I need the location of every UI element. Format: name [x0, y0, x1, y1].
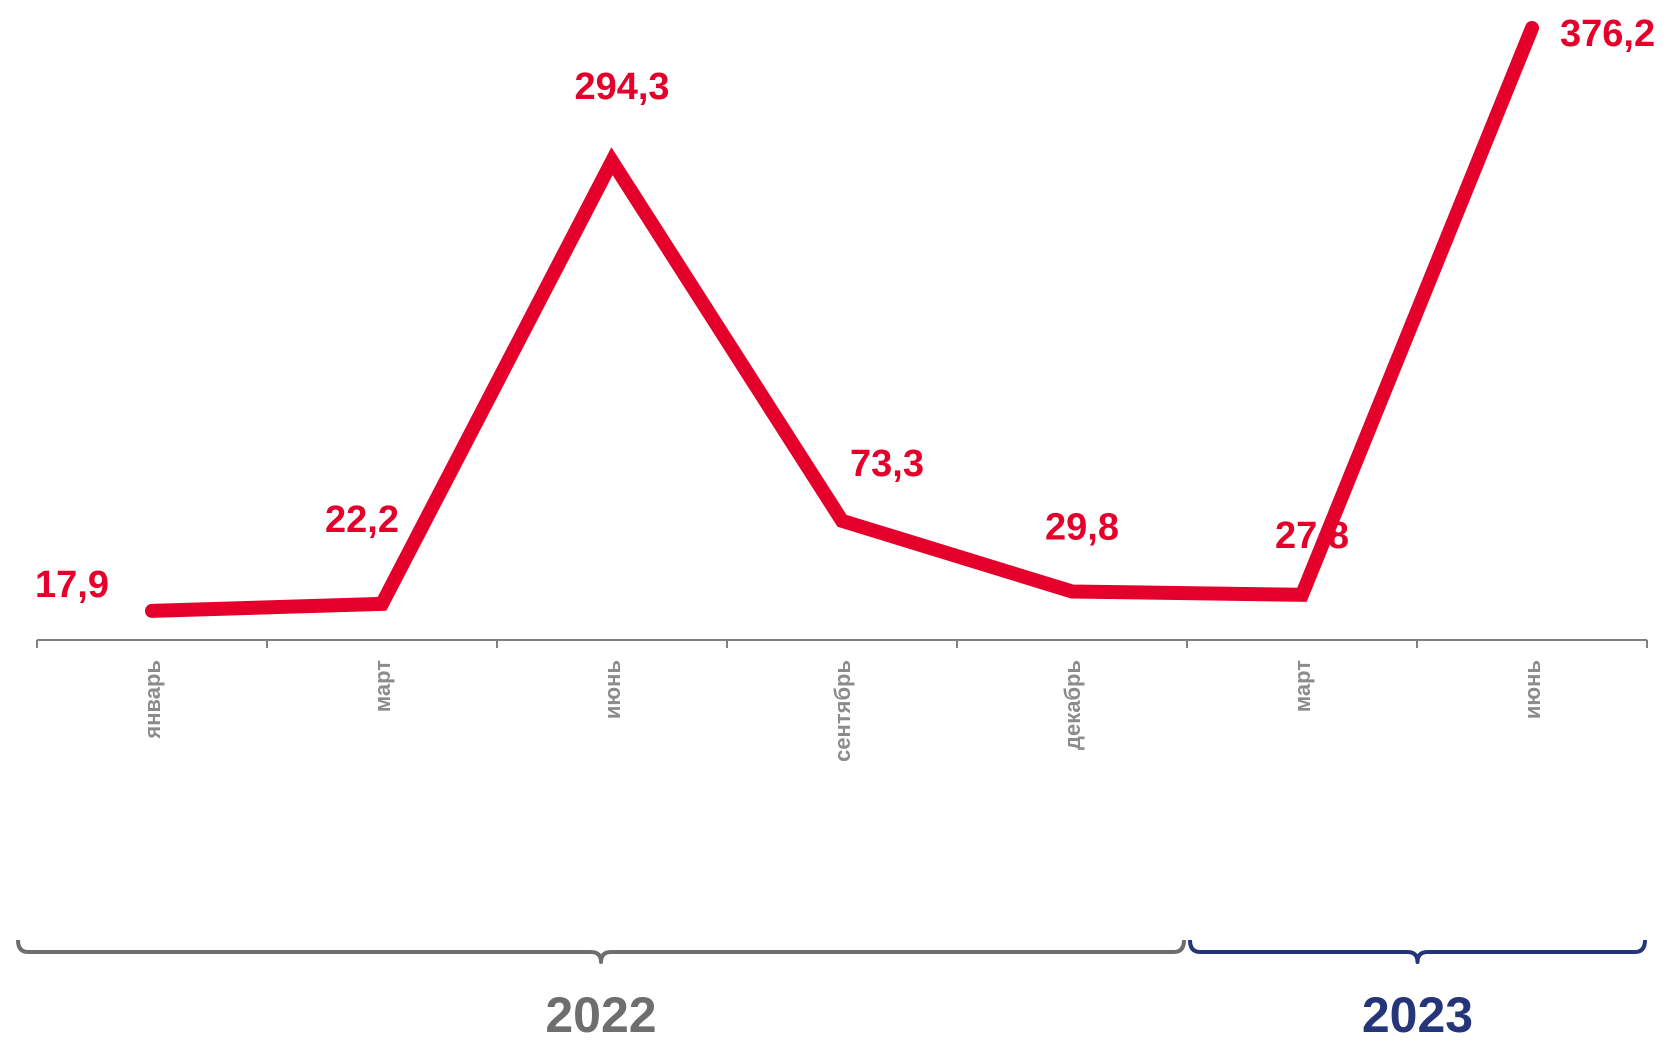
data-label: 73,3 — [850, 443, 924, 485]
year-brace — [16, 939, 1186, 964]
data-point — [609, 158, 615, 165]
x-tick-labels: январь март июнь сентябрь декабрь март июнь — [140, 660, 1545, 762]
x-tick-label: июнь — [600, 660, 625, 719]
data-labels: 17,9 22,2 294,3 73,3 29,8 27,8 376,2 — [35, 13, 1655, 606]
data-label: 22,2 — [325, 499, 399, 541]
data-label: 29,8 — [1045, 507, 1119, 549]
year-label: 2022 — [545, 987, 656, 1043]
x-tick-label: март — [1290, 660, 1315, 712]
data-label: 294,3 — [574, 66, 669, 108]
data-point — [379, 600, 385, 607]
data-label: 376,2 — [1560, 13, 1655, 55]
series-line-group — [145, 21, 1539, 618]
x-tick-label: июнь — [1520, 660, 1545, 719]
data-point — [149, 607, 155, 614]
data-label: 17,9 — [35, 564, 109, 606]
x-tick-label: сентябрь — [830, 660, 855, 762]
x-axis — [36, 639, 1648, 648]
x-tick-label: декабрь — [1060, 660, 1085, 750]
data-label: 27,8 — [1275, 515, 1349, 557]
x-tick-label: март — [370, 660, 395, 712]
data-point — [839, 517, 845, 524]
data-point — [1529, 25, 1535, 31]
data-point — [1069, 588, 1075, 595]
year-groups: 2022 2023 — [16, 939, 1647, 1043]
year-label: 2023 — [1362, 987, 1473, 1043]
x-tick-label: январь — [140, 660, 165, 740]
data-point — [1299, 591, 1305, 598]
year-brace — [1188, 939, 1647, 964]
